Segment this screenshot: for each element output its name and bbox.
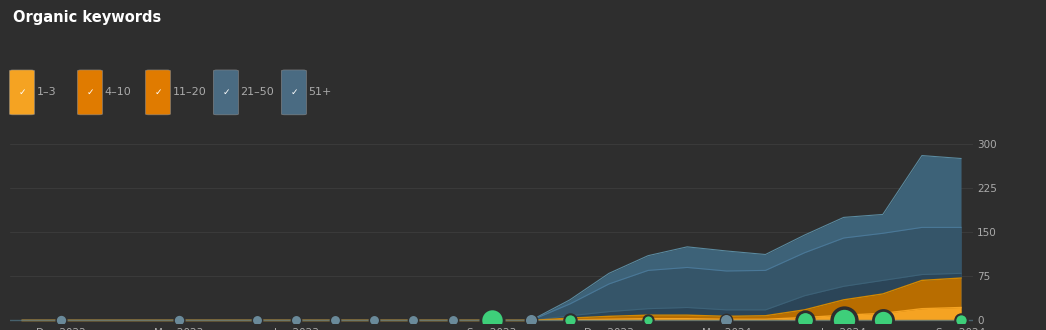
Point (288, 318, 304, 323)
Text: ✓: ✓ (290, 88, 298, 97)
Text: ✓: ✓ (18, 88, 26, 97)
Point (326, 318, 343, 323)
Point (405, 318, 422, 323)
Text: ✓: ✓ (154, 88, 162, 97)
Point (640, 318, 657, 323)
Point (836, 318, 852, 323)
Point (953, 318, 970, 323)
Text: ✓: ✓ (86, 88, 94, 97)
Text: 1–3: 1–3 (37, 87, 56, 97)
Point (522, 318, 539, 323)
Point (445, 318, 461, 323)
Text: 21–50: 21–50 (241, 87, 274, 97)
Text: 11–20: 11–20 (173, 87, 206, 97)
Point (874, 318, 891, 323)
Text: 51+: 51+ (309, 87, 332, 97)
Point (170, 318, 187, 323)
Text: ✓: ✓ (222, 88, 230, 97)
Text: Organic keywords: Organic keywords (13, 10, 161, 25)
Point (562, 318, 578, 323)
Text: 4–10: 4–10 (105, 87, 132, 97)
Point (718, 318, 734, 323)
Point (249, 318, 266, 323)
Point (796, 318, 813, 323)
Point (53, 318, 70, 323)
Point (366, 318, 383, 323)
Point (483, 318, 500, 323)
